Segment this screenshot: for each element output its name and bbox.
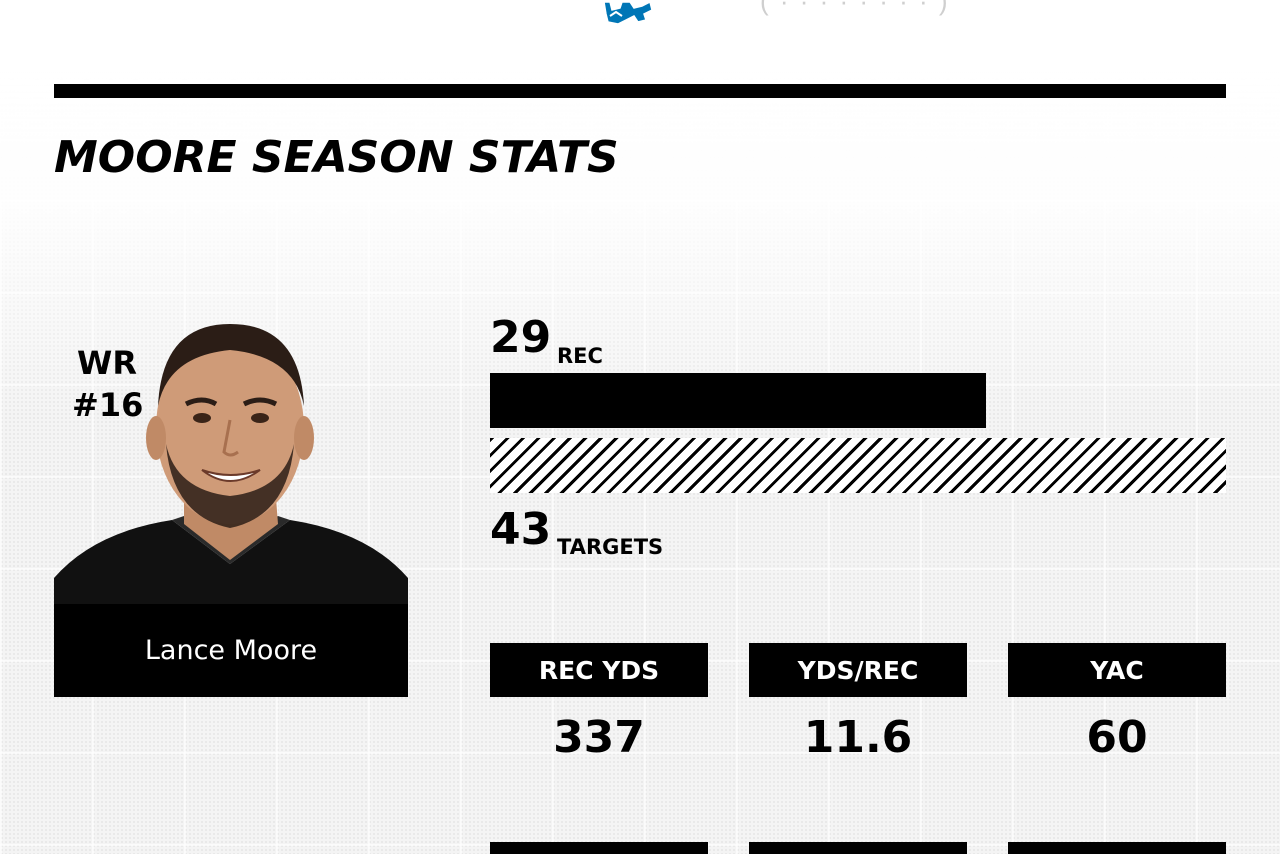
player-number: #16 [72, 386, 144, 424]
stat-header-yac: YAC [1008, 643, 1226, 697]
player-headshot [54, 324, 408, 606]
receptions-bar-fill [490, 373, 987, 428]
stat-header-next-3 [1008, 842, 1226, 854]
stat-header-yds-per-rec: YDS/REC [749, 643, 967, 697]
player-name-plate: Lance Moore [54, 604, 408, 697]
page-title: MOORE SEASON STATS [54, 132, 619, 183]
player-position-number: WR #16 [72, 342, 144, 426]
targets-value: 43 [490, 504, 552, 555]
header-subtitle: ( · · · · · · · · ) [760, 0, 950, 16]
stat-header-rec-yds: REC YDS [490, 643, 708, 697]
player-name: Lance Moore [144, 635, 318, 666]
targets-bar [490, 438, 1226, 493]
stat-value-yac: 60 [1086, 712, 1148, 763]
stat-header-next-2 [749, 842, 967, 854]
rec-value: 29 [490, 312, 552, 363]
stat-value-rec-yds: 337 [553, 712, 645, 763]
receptions-bar [490, 373, 1226, 428]
targets-label: TARGETS [557, 535, 664, 559]
lions-logo-icon [603, 0, 653, 25]
top-divider [54, 84, 1226, 98]
stat-header-next-1 [490, 842, 708, 854]
stat-value-yds-per-rec: 11.6 [803, 712, 913, 763]
rec-label: REC [557, 344, 603, 368]
player-position: WR [77, 344, 137, 382]
